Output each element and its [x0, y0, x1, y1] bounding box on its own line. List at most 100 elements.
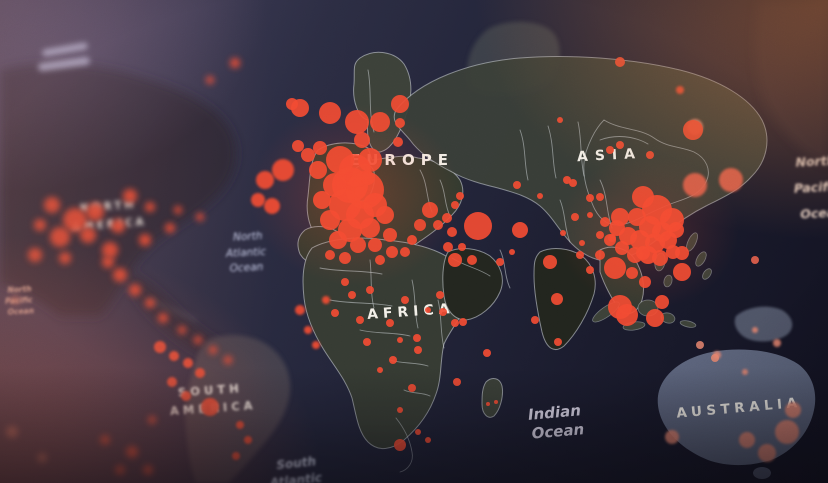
outbreak-bubble: [509, 249, 515, 255]
outbreak-bubble: [414, 346, 422, 354]
outbreak-bubble: [377, 367, 383, 373]
outbreak-bubble: [586, 266, 594, 274]
outbreak-bubble: [361, 171, 375, 185]
outbreak-bubble: [408, 384, 416, 392]
outbreak-bubble: [646, 309, 664, 327]
outbreak-bubble: [236, 421, 244, 429]
outbreak-bubble: [675, 246, 689, 260]
label-north-pacific-left-line2: Pacific: [5, 295, 33, 305]
outbreak-bubble: [467, 255, 477, 265]
outbreak-bubble: [370, 112, 390, 132]
outbreak-bubble: [183, 358, 193, 368]
label-south-atlantic-line2: Atlantic: [268, 471, 322, 483]
outbreak-bubble: [579, 240, 585, 246]
outbreak-bubble: [433, 220, 443, 230]
outbreak-bubble: [639, 276, 651, 288]
outbreak-bubble: [596, 193, 604, 201]
outbreak-bubble: [194, 336, 202, 344]
outbreak-bubble: [752, 327, 758, 333]
outbreak-bubble: [531, 316, 539, 324]
outbreak-bubble: [375, 255, 385, 265]
outbreak-bubble: [178, 326, 186, 334]
outbreak-bubble: [329, 231, 347, 249]
outbreak-bubble: [422, 202, 438, 218]
outbreak-bubble: [331, 309, 339, 317]
label-north-pacific-right-line2: Pacific: [793, 178, 828, 195]
outbreak-bubble: [415, 429, 421, 435]
label-north-atlantic-line2: Atlantic: [225, 246, 267, 260]
outbreak-bubble: [304, 326, 312, 334]
label-north-pacific-left-line3: Ocean: [7, 306, 34, 316]
outbreak-bubble: [143, 465, 153, 475]
outbreak-bubble: [86, 203, 104, 221]
label-north-pacific-left-line1: North: [7, 284, 32, 294]
outbreak-bubble: [397, 407, 403, 413]
outbreak-bubble: [673, 263, 691, 281]
label-north-atlantic-line3: Ocean: [229, 261, 263, 275]
outbreak-bubble: [341, 278, 349, 286]
outbreak-bubble: [366, 286, 374, 294]
outbreak-bubble: [587, 212, 593, 218]
outbreak-bubble: [244, 436, 252, 444]
outbreak-bubble: [181, 391, 191, 401]
outbreak-bubble: [251, 193, 265, 207]
outbreak-bubble: [668, 222, 684, 238]
outbreak-bubble: [436, 291, 444, 299]
outbreak-bubble: [554, 338, 562, 346]
landmass-madagascar: [481, 378, 503, 418]
outbreak-bubble: [319, 102, 341, 124]
outbreak-bubble: [309, 161, 327, 179]
outbreak-bubble: [80, 227, 96, 243]
outbreak-bubble: [652, 250, 668, 266]
outbreak-bubble: [626, 267, 638, 279]
outbreak-bubble: [376, 206, 394, 224]
outbreak-bubble: [604, 234, 616, 246]
outbreak-bubble: [348, 291, 356, 299]
outbreak-bubble: [407, 235, 417, 245]
outbreak-bubble: [358, 148, 382, 172]
outbreak-bubble: [386, 246, 398, 258]
outbreak-bubble: [571, 213, 579, 221]
outbreak-bubble: [345, 110, 369, 134]
outbreak-bubble: [313, 191, 331, 209]
outbreak-bubble: [453, 378, 461, 386]
outbreak-bubble: [167, 377, 177, 387]
outbreak-bubble: [742, 369, 748, 375]
outbreak-bubble: [615, 241, 629, 255]
outbreak-bubble: [44, 197, 60, 213]
outbreak-bubble: [6, 426, 18, 438]
outbreak-bubble: [312, 341, 320, 349]
outbreak-bubble: [596, 231, 604, 239]
outbreak-bubble: [576, 251, 584, 259]
outbreak-bubble: [360, 218, 380, 238]
outbreak-bubble: [145, 202, 155, 212]
outbreak-bubble: [719, 168, 743, 192]
landmass-india: [533, 248, 596, 350]
outbreak-bubble: [616, 141, 624, 149]
outbreak-bubble: [604, 257, 626, 279]
outbreak-bubble: [209, 346, 217, 354]
outbreak-bubble: [154, 341, 166, 353]
outbreak-bubble: [563, 176, 571, 184]
outbreak-bubble: [102, 242, 118, 258]
outbreak-bubble: [451, 201, 459, 209]
outbreak-bubble: [350, 237, 366, 253]
outbreak-bubble: [600, 217, 610, 227]
outbreak-bubble: [425, 437, 431, 443]
outbreak-bubble: [595, 250, 605, 260]
outbreak-bubble: [158, 313, 168, 323]
outbreak-bubble: [59, 252, 71, 264]
outbreak-bubble: [537, 193, 543, 199]
outbreak-bubble: [560, 230, 566, 236]
outbreak-bubble: [383, 228, 397, 242]
outbreak-bubble: [447, 227, 457, 237]
outbreak-bubble: [483, 349, 491, 357]
outbreak-bubble: [356, 316, 364, 324]
outbreak-bubble: [448, 253, 462, 267]
outbreak-bubble: [683, 173, 707, 197]
outbreak-bubble: [224, 356, 232, 364]
outbreak-bubble: [264, 198, 280, 214]
outbreak-bubble: [665, 430, 679, 444]
outbreak-bubble: [586, 194, 594, 202]
outbreak-bubble: [413, 334, 421, 342]
